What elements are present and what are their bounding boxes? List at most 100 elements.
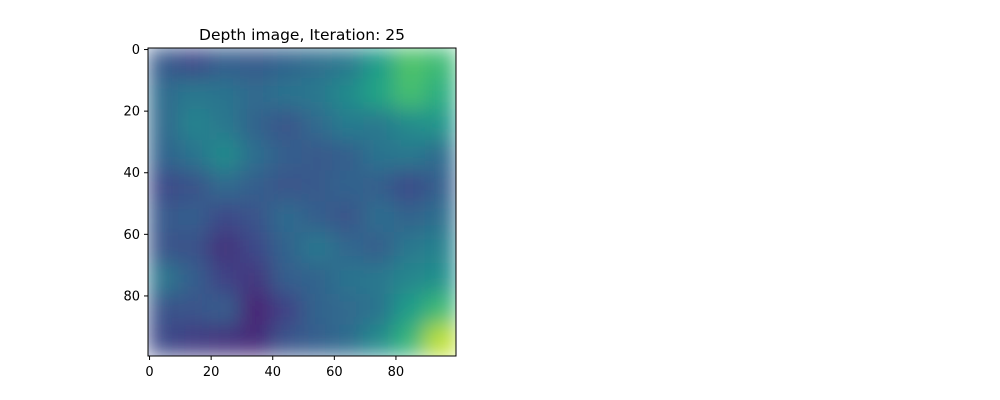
heatmap-cell <box>178 139 211 172</box>
y-axis: 0 20 40 60 80 <box>123 43 148 304</box>
y-tick-label: 20 <box>123 105 140 120</box>
heatmap-cell <box>393 48 426 80</box>
heatmap-cell <box>270 293 303 326</box>
heatmap-cell <box>270 263 303 295</box>
heatmap-cell <box>239 139 272 172</box>
heatmap-cell <box>148 48 180 80</box>
heatmap-cell <box>424 201 456 234</box>
heatmap-cell <box>178 263 211 295</box>
heatmap-cell <box>424 78 456 111</box>
heatmap-cell <box>332 139 365 172</box>
heatmap-cell <box>301 48 334 80</box>
heatmap-cell <box>424 263 456 295</box>
heatmap-cell <box>301 78 334 111</box>
heatmap-cell <box>393 232 426 265</box>
heatmap-cell <box>424 170 456 203</box>
heatmap-cell <box>363 109 395 141</box>
heatmap-cell <box>393 170 426 203</box>
heatmap-cell <box>424 109 456 141</box>
heatmap-cell <box>424 139 456 172</box>
heatmap-cell <box>239 293 272 326</box>
heatmap-cell <box>148 170 180 203</box>
y-tick-label: 40 <box>123 166 140 181</box>
x-tick-label: 40 <box>264 365 281 380</box>
heatmap-cell <box>301 109 334 141</box>
heatmap-cell <box>178 109 211 141</box>
heatmap-cell <box>393 139 426 172</box>
heatmap-cell <box>239 170 272 203</box>
heatmap-cell <box>270 48 303 80</box>
heatmap-cell <box>148 324 180 356</box>
heatmap-cell <box>363 201 395 234</box>
heatmap-cell <box>270 201 303 234</box>
heatmap-cell <box>239 109 272 141</box>
heatmap-cell <box>332 263 365 295</box>
heatmap-cell <box>301 293 334 326</box>
heatmap-cell <box>332 324 365 356</box>
heatmap-cell <box>363 48 395 80</box>
heatmap-cell <box>178 48 211 80</box>
heatmap-cell <box>209 48 241 80</box>
heatmap-cell <box>239 324 272 356</box>
heatmap-cell <box>178 324 211 356</box>
x-tick-label: 80 <box>388 365 405 380</box>
heatmap-cell <box>393 324 426 356</box>
heatmap-cell <box>148 78 180 111</box>
heatmap-cell <box>301 170 334 203</box>
heatmap-cell <box>270 109 303 141</box>
heatmap-cell <box>301 201 334 234</box>
heatmap-cell <box>424 324 456 356</box>
heatmap-cell <box>209 109 241 141</box>
heatmap-cell <box>148 232 180 265</box>
heatmap-cell <box>148 293 180 326</box>
heatmap-cell <box>301 263 334 295</box>
heatmap-cell <box>178 232 211 265</box>
heatmap-cell <box>239 232 272 265</box>
heatmap-cell <box>332 78 365 111</box>
heatmap-cell <box>270 170 303 203</box>
plot-frame <box>147 47 457 357</box>
x-tick-label: 0 <box>145 365 153 380</box>
y-tick-label: 0 <box>132 43 140 58</box>
x-tick-label: 60 <box>326 365 343 380</box>
heatmap-cell <box>393 109 426 141</box>
heatmap-cell <box>393 263 426 295</box>
heatmap-cell <box>239 201 272 234</box>
heatmap-cell <box>239 78 272 111</box>
heatmap-cell <box>301 139 334 172</box>
heatmap-cell <box>393 293 426 326</box>
heatmap-cell <box>148 109 180 141</box>
heatmap-cell <box>270 139 303 172</box>
heatmap-cell <box>209 263 241 295</box>
heatmap-image <box>148 48 456 356</box>
y-tick-label: 80 <box>123 289 140 304</box>
x-axis: 0 20 40 60 80 <box>145 356 404 380</box>
heatmap-cell <box>393 201 426 234</box>
heatmap-cell <box>363 324 395 356</box>
x-tick-label: 20 <box>203 365 220 380</box>
heatmap-cell <box>363 263 395 295</box>
heatmap-cell <box>148 139 180 172</box>
heatmap-cell <box>363 78 395 111</box>
y-tick-label: 60 <box>123 228 140 243</box>
heatmap-cell <box>332 170 365 203</box>
heatmap-cell <box>239 48 272 80</box>
heatmap-cell <box>209 170 241 203</box>
heatmap-cell <box>239 263 272 295</box>
heatmap-cell <box>424 232 456 265</box>
heatmap-cell <box>209 78 241 111</box>
heatmap-cell <box>270 324 303 356</box>
heatmap-cell <box>393 78 426 111</box>
heatmap-cell <box>209 139 241 172</box>
heatmap-cell <box>178 170 211 203</box>
heatmap-cell <box>209 232 241 265</box>
heatmap-cell <box>178 293 211 326</box>
heatmap-cell <box>270 232 303 265</box>
heatmap-cell <box>148 201 180 234</box>
heatmap-cell <box>209 293 241 326</box>
heatmap-cell <box>332 48 365 80</box>
heatmap-cell <box>332 201 365 234</box>
heatmap-cell <box>209 201 241 234</box>
